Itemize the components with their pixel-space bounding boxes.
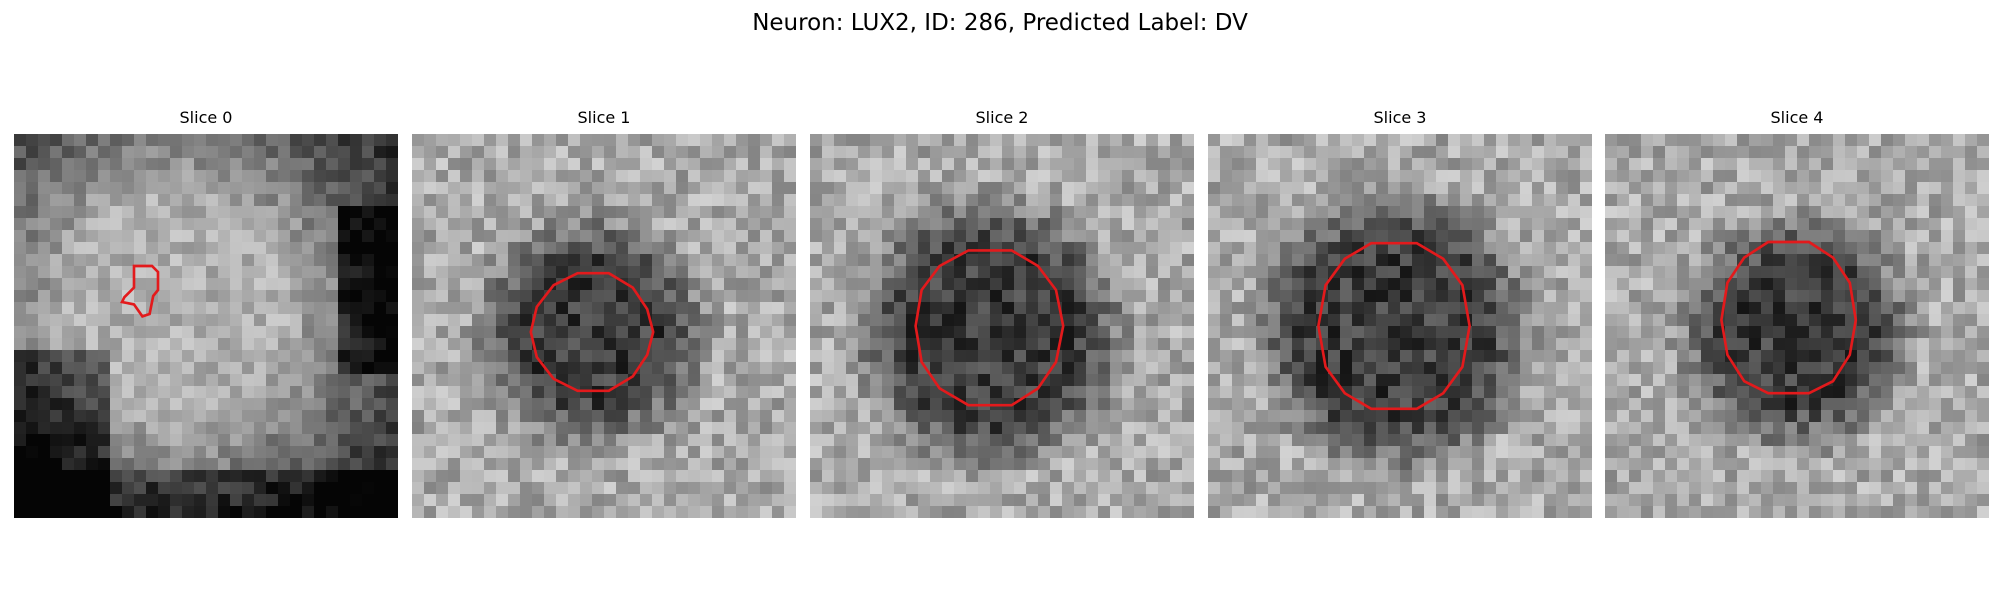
slice-title-2: Slice 2: [810, 108, 1194, 128]
slice-image-2: [810, 134, 1194, 518]
slice-image-3: [1208, 134, 1592, 518]
slice-title-1: Slice 1: [412, 108, 796, 128]
slice-image-4: [1605, 134, 1989, 518]
slice-title-0: Slice 0: [14, 108, 398, 128]
slice-panel-4: Slice 4: [1605, 108, 1989, 518]
slice-panel-1: Slice 1: [412, 108, 796, 518]
slice-image-0: [14, 134, 398, 518]
slice-panel-0: Slice 0: [14, 108, 398, 518]
slice-title-3: Slice 3: [1208, 108, 1592, 128]
figure-title: Neuron: LUX2, ID: 286, Predicted Label: …: [0, 8, 2000, 38]
slice-panel-2: Slice 2: [810, 108, 1194, 518]
slice-title-4: Slice 4: [1605, 108, 1989, 128]
slice-panel-3: Slice 3: [1208, 108, 1592, 518]
slice-image-1: [412, 134, 796, 518]
